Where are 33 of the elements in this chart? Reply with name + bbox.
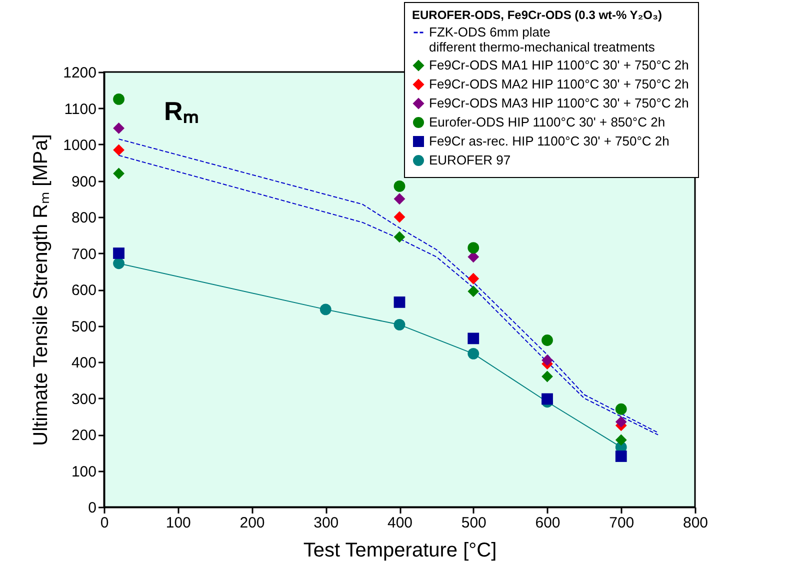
y-tick-label: 800 [71, 210, 96, 226]
legend-label: Eurofer-ODS HIP 1100°C 30' + 850°C 2h [429, 114, 666, 130]
y-tick-label: 1000 [63, 137, 96, 154]
x-tick-label: 0 [100, 514, 109, 532]
legend-label: Fe9Cr-ODS MA1 HIP 1100°C 30' + 750°C 2h [429, 58, 689, 72]
y-tick-label: 500 [71, 318, 96, 336]
y-tick-label: 200 [71, 427, 96, 444]
y-tick-label: 700 [71, 246, 96, 263]
annotation: Rₘ [164, 96, 199, 126]
y-tick-label: 300 [71, 390, 96, 408]
x-tick-label: 600 [535, 514, 560, 532]
y-tick-label: 1200 [63, 64, 96, 82]
x-tick-label: 500 [461, 514, 486, 532]
y-tick-label: 400 [71, 354, 96, 372]
legend-label: FZK-ODS 6mm plate different thermo-mechanical treatments [429, 24, 656, 54]
y-tick-label: 1100 [64, 100, 96, 118]
legend-title: EUROFER-ODS, Fe9Cr-ODS (0.3 wt-% Y₂O₃) [412, 8, 662, 22]
y-axis-title: Ultimate Tensile Strength Rₘ [MPa] [30, 134, 52, 446]
x-tick-label: 100 [166, 514, 191, 532]
legend-label: Fe9Cr-ODS MA3 HIP 1100°C 30' + 750°C 2h [429, 96, 689, 110]
legend-label: Fe9Cr-ODS MA2 HIP 1100°C 30' + 750°C 2h [429, 76, 689, 92]
x-tick-label: 300 [314, 514, 339, 532]
legend-label: Fe9Cr as-rec. HIP 1100°C 30' + 750°C 2h [429, 134, 670, 148]
y-tick-label: 600 [71, 282, 96, 299]
x-tick-label: 200 [240, 514, 265, 532]
x-tick-label: 400 [387, 514, 413, 532]
y-tick-label: 900 [71, 173, 96, 190]
y-tick-label: 0 [88, 500, 96, 516]
x-tick-label: 800 [682, 514, 708, 532]
y-tick-label: 100 [71, 463, 96, 480]
legend-label: EUROFER 97 [429, 152, 511, 168]
x-tick-label: 700 [609, 514, 634, 532]
x-axis-title: Test Temperature [°C] [303, 540, 497, 562]
